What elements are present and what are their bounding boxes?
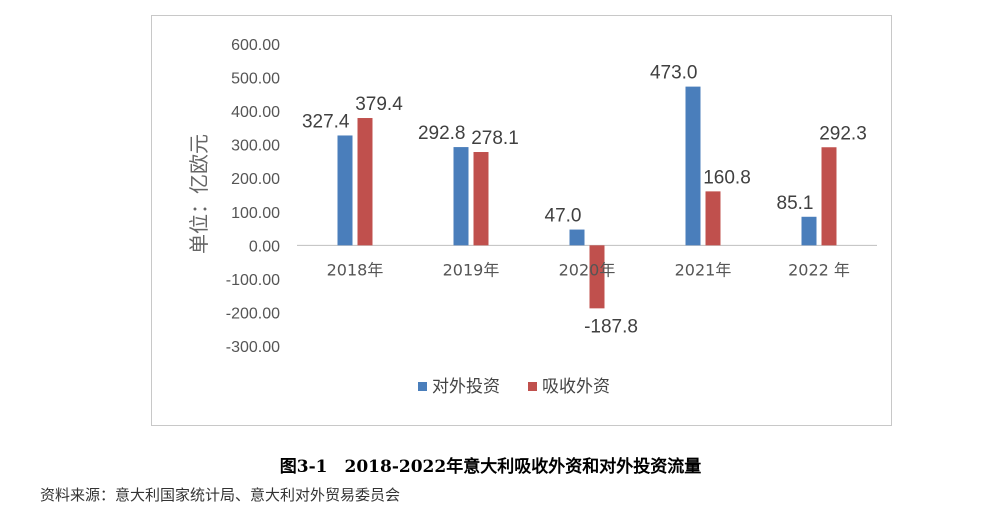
data-label: 327.4 [302,111,350,132]
chart-area: -300.00 -200.00 -100.00 0.00 100.00 200.00 300… [151,15,892,426]
bar-inward-investment [357,118,373,246]
data-label: -187.8 [584,316,638,337]
y-tick-label: 400.00 [231,104,280,121]
legend-label: 对外投资 [432,377,500,397]
y-axis-title: 单位：亿欧元 [187,134,211,254]
bar-inward-investment [705,191,721,246]
y-tick-label: 300.00 [231,138,280,155]
x-tick-label: 2018年 [327,260,384,279]
bar-outward-investment [801,216,817,246]
bar-outward-investment [453,147,469,246]
x-tick-label: 2020年 [559,260,616,279]
x-tick-label: 2022 年 [788,260,850,279]
bar-outward-investment [569,229,585,246]
y-tick-label: -200.00 [226,305,280,322]
y-tick-label: 500.00 [231,71,280,88]
legend-swatch [418,382,427,391]
x-tick-label: 2021年 [675,260,732,279]
y-tick-label: 0.00 [249,238,280,255]
figure-caption: 图3-1 2018-2022年意大利吸收外资和对外投资流量 [279,457,702,477]
data-label: 473.0 [650,63,698,84]
y-tick-label: -100.00 [226,272,280,289]
bar-inward-investment [589,245,605,309]
data-label: 85.1 [777,193,814,214]
y-tick-label: 100.00 [231,205,280,222]
y-tick-label: 600.00 [231,37,280,54]
bar-inward-investment [821,147,837,246]
y-tick-label: -300.00 [226,339,280,356]
data-label: 379.4 [355,94,403,115]
data-label: 47.0 [545,206,582,227]
legend-label: 吸收外资 [542,377,610,397]
bar-chart: -300.00 -200.00 -100.00 0.00 100.00 200.00 300… [187,37,877,397]
legend-swatch [528,382,537,391]
data-label: 160.8 [703,167,751,188]
data-label: 292.8 [418,123,466,144]
bar-outward-investment [337,135,353,246]
bar-outward-investment [685,86,701,246]
bar-inward-investment [473,152,489,246]
data-label: 292.3 [819,123,867,144]
x-tick-label: 2019年 [443,260,500,279]
data-label: 278.1 [471,128,519,149]
y-tick-label: 200.00 [231,171,280,188]
data-source-note: 资料来源：意大利国家统计局、意大利对外贸易委员会 [40,486,401,504]
